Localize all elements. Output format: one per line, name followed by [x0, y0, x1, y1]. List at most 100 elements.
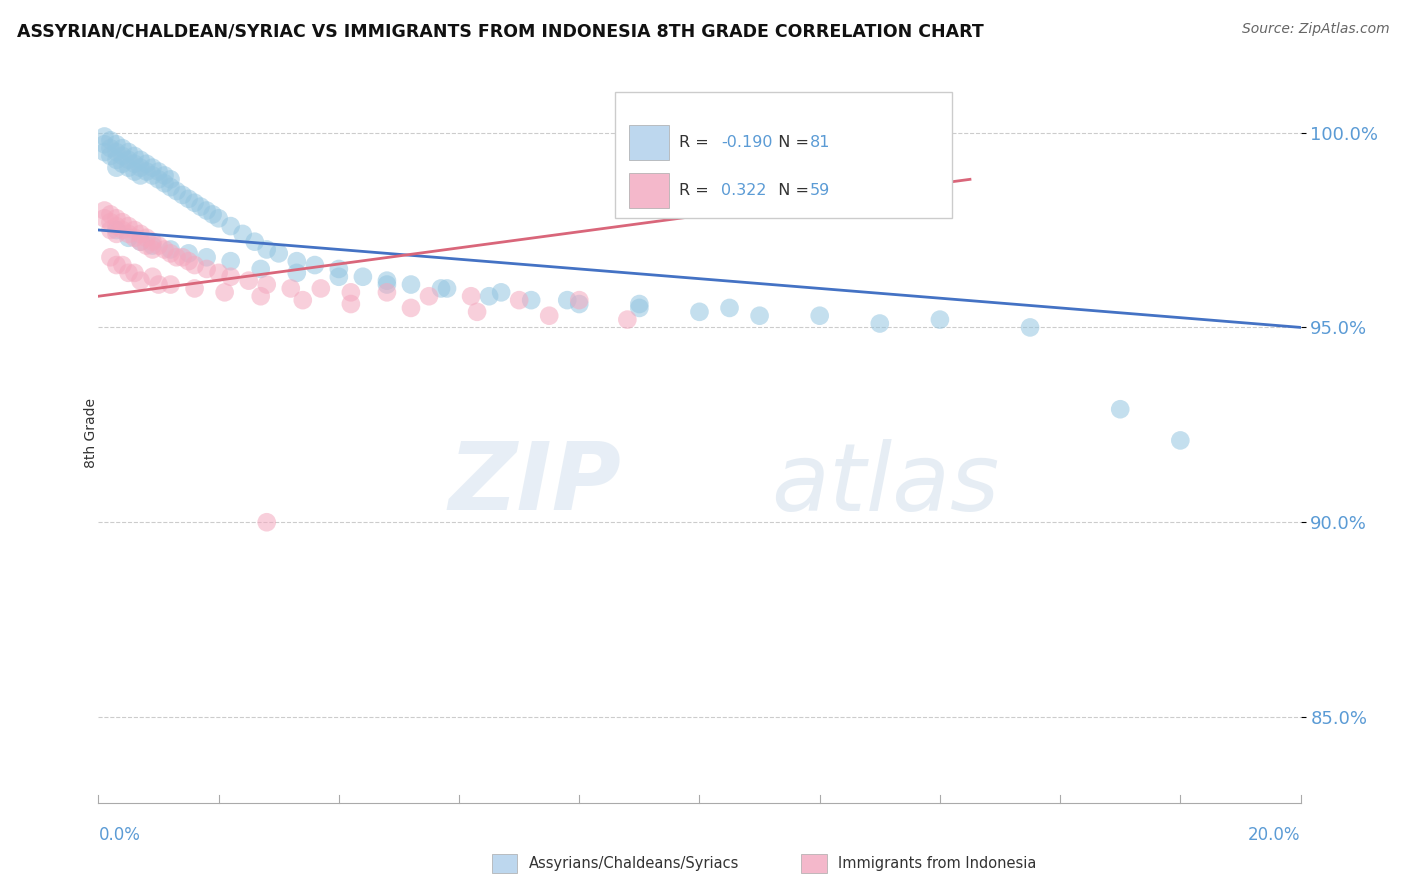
Point	[141, 161, 163, 175]
Point	[195, 262, 218, 277]
Point	[100, 207, 122, 221]
Point	[124, 266, 146, 280]
Point	[141, 238, 163, 252]
Point	[748, 309, 770, 323]
Point	[117, 266, 139, 280]
Point	[117, 161, 139, 175]
Point	[100, 149, 122, 163]
Point	[1019, 320, 1042, 334]
Point	[93, 129, 115, 144]
Point	[135, 164, 157, 178]
Point	[111, 149, 134, 163]
Point	[399, 301, 422, 315]
Point	[201, 207, 224, 221]
Point	[177, 254, 200, 268]
Point	[93, 145, 115, 159]
Point	[243, 235, 266, 249]
Point	[100, 223, 122, 237]
Point	[117, 145, 139, 159]
Point	[249, 289, 271, 303]
Point	[141, 269, 163, 284]
Point	[135, 238, 157, 252]
Point	[208, 266, 231, 280]
Point	[129, 161, 152, 175]
Point	[141, 235, 163, 249]
Point	[105, 258, 128, 272]
Point	[148, 172, 170, 186]
Point	[208, 211, 231, 226]
Point	[105, 137, 128, 152]
Point	[148, 277, 170, 292]
Point	[808, 309, 831, 323]
Point	[93, 211, 115, 226]
Point	[183, 281, 205, 295]
Point	[291, 293, 314, 307]
Point	[100, 141, 122, 155]
Point	[508, 293, 530, 307]
Point	[375, 285, 398, 300]
Point	[117, 153, 139, 167]
Point	[718, 301, 741, 315]
Point	[141, 169, 163, 183]
Point	[153, 176, 176, 190]
Point	[124, 164, 146, 178]
Point	[219, 269, 242, 284]
Point	[111, 157, 134, 171]
Point	[105, 219, 128, 233]
Point	[436, 281, 458, 295]
Point	[148, 238, 170, 252]
Point	[256, 243, 278, 257]
Point	[375, 274, 398, 288]
Point	[399, 277, 422, 292]
Point	[105, 223, 128, 237]
Text: Assyrians/Chaldeans/Syriacs: Assyrians/Chaldeans/Syriacs	[529, 856, 740, 871]
Point	[105, 145, 128, 159]
Point	[105, 161, 128, 175]
Point	[166, 250, 188, 264]
Point	[135, 231, 157, 245]
Text: atlas: atlas	[772, 439, 1000, 530]
Point	[159, 277, 181, 292]
Point	[256, 277, 278, 292]
Point	[177, 192, 200, 206]
Point	[153, 243, 176, 257]
Point	[616, 312, 638, 326]
Point	[267, 246, 290, 260]
Point	[478, 289, 501, 303]
Point	[195, 203, 218, 218]
Point	[159, 243, 181, 257]
Point	[1109, 402, 1132, 417]
Point	[688, 305, 710, 319]
Point	[352, 269, 374, 284]
Point	[141, 243, 163, 257]
Text: N =: N =	[768, 183, 814, 198]
Point	[183, 195, 205, 210]
Point	[328, 262, 350, 277]
Point	[304, 258, 326, 272]
Point	[309, 281, 332, 295]
Point	[232, 227, 254, 241]
Text: 59: 59	[810, 183, 831, 198]
Point	[375, 277, 398, 292]
Point	[105, 227, 128, 241]
Text: R =: R =	[679, 183, 714, 198]
Point	[214, 285, 236, 300]
Point	[460, 289, 482, 303]
Point	[129, 274, 152, 288]
Point	[340, 285, 363, 300]
Point	[105, 153, 128, 167]
Point	[568, 297, 591, 311]
Point	[129, 227, 152, 241]
Point	[172, 188, 194, 202]
Point	[159, 172, 181, 186]
Point	[100, 250, 122, 264]
Point	[328, 269, 350, 284]
Text: Immigrants from Indonesia: Immigrants from Indonesia	[838, 856, 1036, 871]
Point	[280, 281, 302, 295]
Text: ASSYRIAN/CHALDEAN/SYRIAC VS IMMIGRANTS FROM INDONESIA 8TH GRADE CORRELATION CHAR: ASSYRIAN/CHALDEAN/SYRIAC VS IMMIGRANTS F…	[17, 22, 984, 40]
Text: -0.190: -0.190	[721, 135, 773, 150]
Point	[135, 157, 157, 171]
Point	[555, 293, 578, 307]
Point	[340, 297, 363, 311]
Point	[177, 246, 200, 260]
